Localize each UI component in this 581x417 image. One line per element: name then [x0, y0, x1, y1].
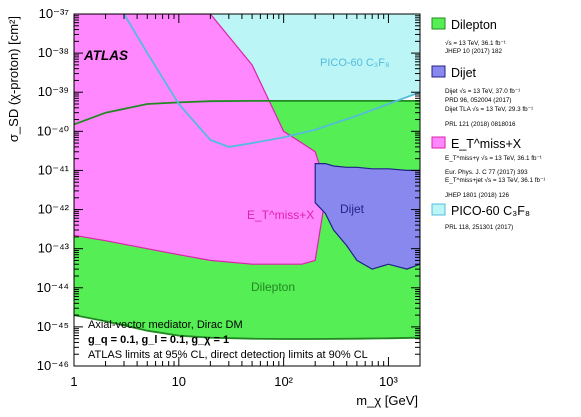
legend-ref-etmiss-3: JHEP 1801 (2018) 126 — [445, 192, 509, 199]
legend-ref-etmiss-1: Eur. Phys. J. C 77 (2017) 393 — [445, 169, 528, 176]
legend-swatch-pico — [431, 203, 446, 216]
y-tick-label: 10⁻⁴² — [38, 202, 70, 217]
y-tick-label: 10⁻⁴³ — [38, 241, 70, 256]
note-couplings: g_q = 0.1, g_l = 0.1, g_χ = 1 — [88, 334, 229, 346]
legend-label-dilepton: Dilepton — [451, 18, 497, 32]
legend-ref-dijet-1: PRD 96, 052004 (2017) — [445, 97, 512, 104]
legend-ref-dijet-3: PRL 121 (2018) 0818016 — [445, 121, 516, 128]
pico-annotation: PICO-60 C₃F₈ — [320, 57, 390, 69]
dilepton-annotation: Dilepton — [251, 280, 295, 294]
legend-swatch-etmiss — [431, 136, 446, 149]
x-axis-label: m_χ [GeV] — [356, 393, 418, 408]
legend-ref-dilepton-1: JHEP 10 (2017) 182 — [445, 48, 502, 55]
x-tick-label: 10³ — [379, 374, 398, 389]
legend-ref-dilepton-0: √s = 13 TeV, 36.1 fb⁻¹ — [445, 40, 506, 47]
legend-label-dijet: Dijet — [451, 66, 477, 80]
dilepton-lower-line — [74, 314, 420, 340]
y-tick-label: 10⁻⁴⁶ — [37, 358, 69, 373]
etmiss-annotation: E_T^miss+X — [247, 208, 314, 222]
y-tick-label: 10⁻⁴⁰ — [37, 123, 69, 138]
y-tick-label: 10⁻³⁹ — [38, 84, 69, 99]
legend-ref-etmiss-2: E_T^miss+jet √s = 13 TeV, 36.1 fb⁻¹ — [445, 177, 545, 184]
legend-ref-pico-0: PRL 118, 251301 (2017) — [445, 224, 513, 231]
legend-swatch-dilepton — [431, 17, 446, 30]
legend-ref-etmiss-0: E_T^miss+γ √s = 13 TeV, 36.1 fb⁻¹ — [445, 155, 542, 162]
legend-ref-dijet-0: Dijet √s = 13 TeV, 37.0 fb⁻¹ — [445, 88, 520, 95]
x-tick-label: 1 — [70, 374, 77, 389]
y-tick-label: 10⁻³⁷ — [39, 6, 70, 21]
note-cl: ATLAS limits at 95% CL, direct detection… — [88, 349, 368, 361]
atlas-label: ATLAS — [83, 48, 128, 63]
y-tick-label: 10⁻⁴¹ — [38, 162, 70, 177]
y-tick-label: 10⁻⁴⁵ — [37, 319, 69, 334]
x-tick-label: 10 — [172, 374, 186, 389]
legend-swatch-dijet — [431, 65, 446, 78]
plot-frame — [73, 13, 421, 367]
legend-label-etmiss: E_T^miss+X — [451, 137, 522, 151]
dijet-region — [314, 163, 420, 270]
note-mediator: Axial-vector mediator, Dirac DM — [88, 319, 243, 331]
dilepton-upper-line — [74, 100, 420, 126]
x-tick-label: 10² — [274, 374, 293, 389]
y-tick-label: 10⁻⁴⁴ — [37, 280, 70, 295]
pico-line — [123, 14, 420, 148]
legend-ref-dijet-2: Dijet TLA √s = 13 TeV, 29.3 fb⁻¹ — [445, 106, 533, 113]
y-axis-label: σ_SD (χ-proton) [cm²] — [6, 16, 21, 142]
legend: Dilepton √s = 13 TeV, 36.1 fb⁻¹ JHEP 10 … — [431, 17, 545, 231]
legend-label-pico: PICO-60 C₃F₈ — [451, 204, 530, 218]
dijet-annotation: Dijet — [340, 202, 365, 216]
y-tick-label: 10⁻³⁸ — [38, 45, 69, 60]
